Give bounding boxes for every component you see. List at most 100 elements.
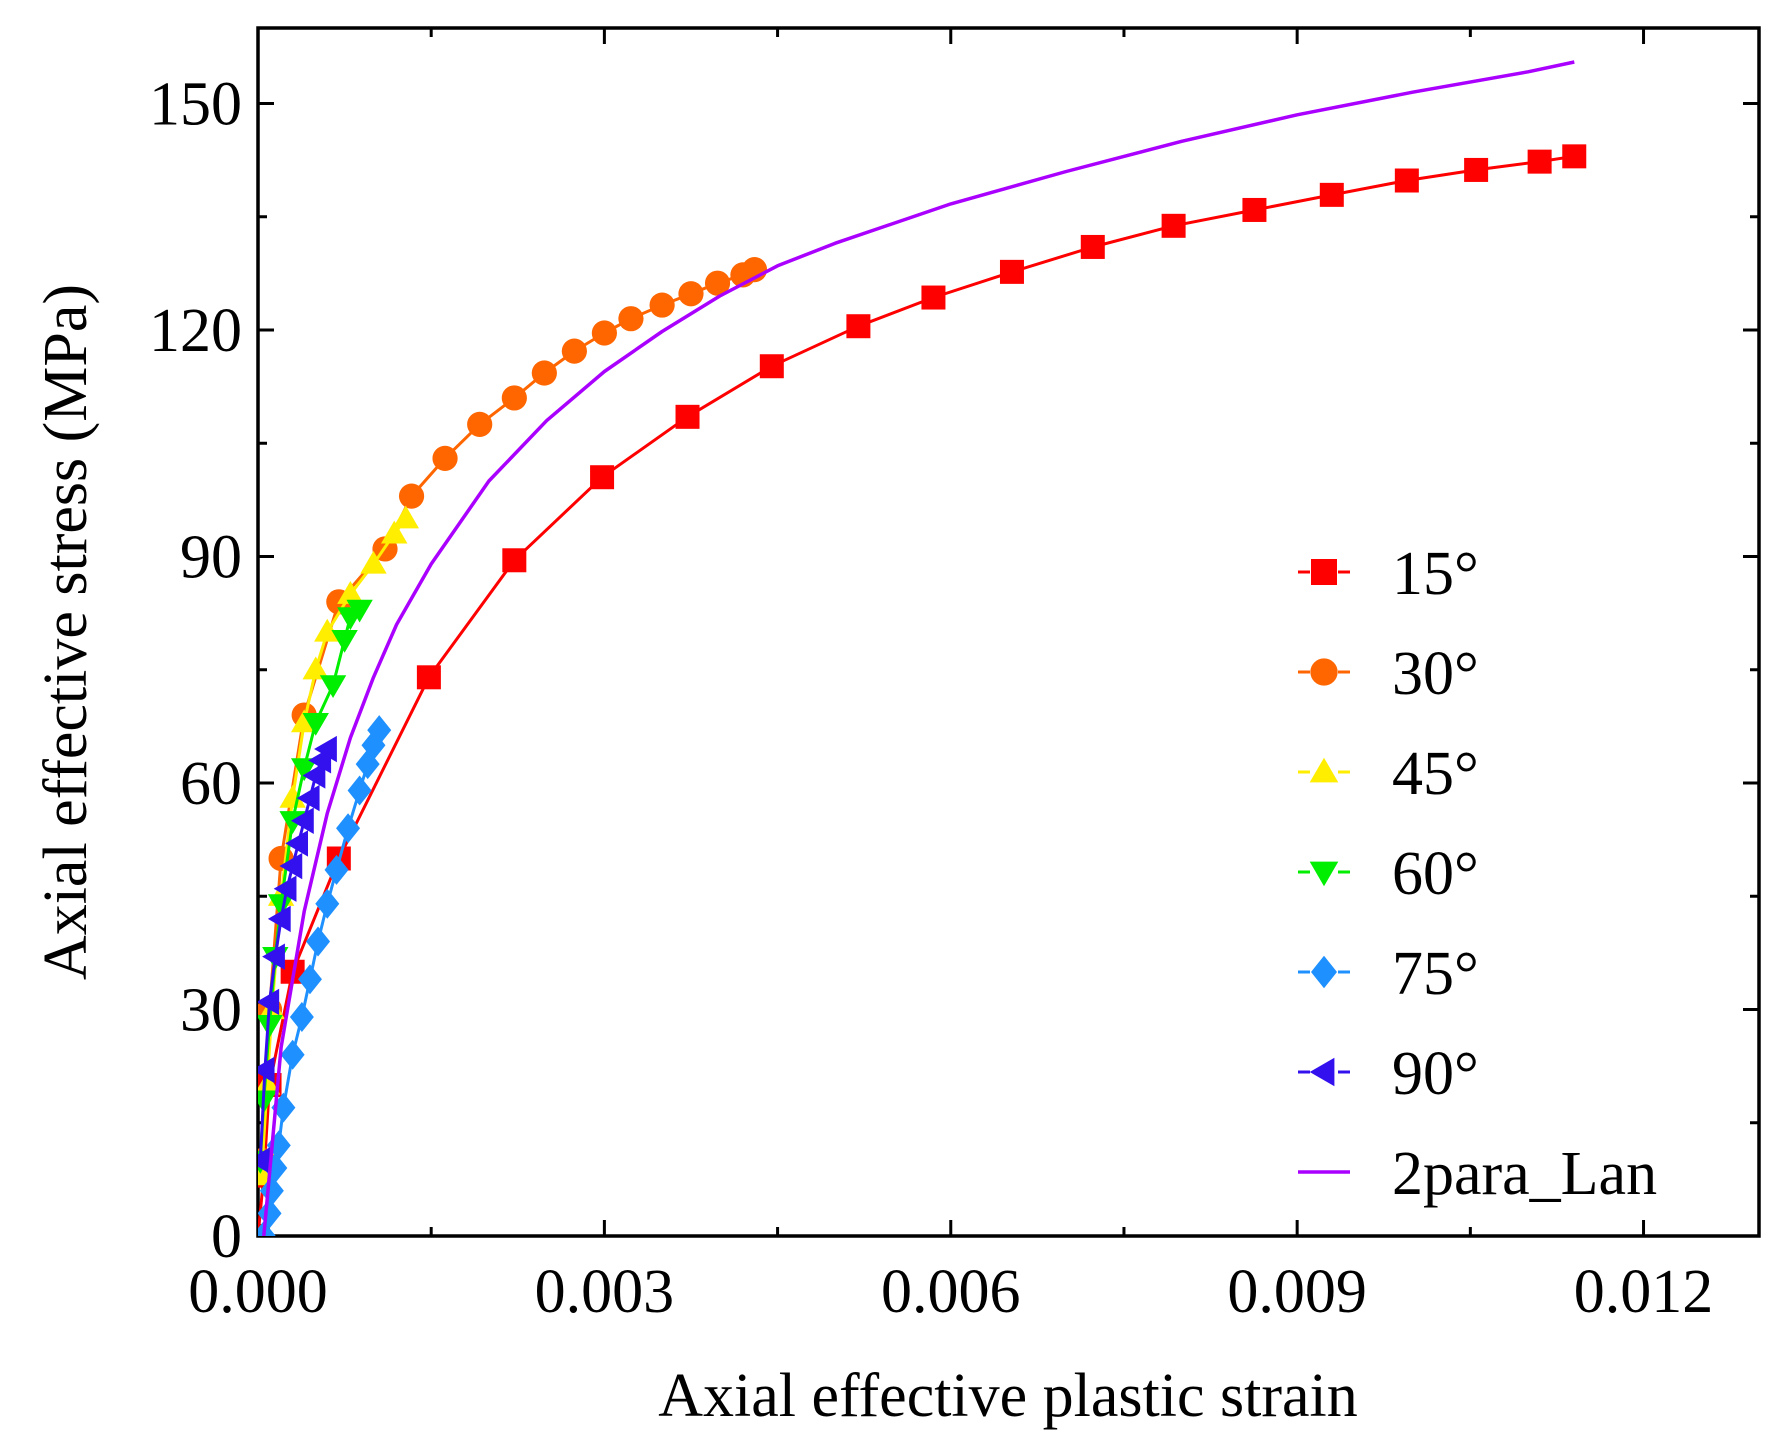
data-point	[258, 1056, 275, 1084]
data-point	[258, 1015, 283, 1038]
data-point	[289, 1002, 314, 1033]
series-90	[258, 735, 337, 1174]
data-point	[262, 943, 285, 970]
y-axis-ticks: 0 30 60 90 120 150	[149, 71, 1759, 1271]
data-point	[258, 1147, 270, 1174]
data-point	[290, 807, 314, 834]
data-point	[392, 505, 419, 529]
data-point	[1161, 213, 1186, 238]
data-point	[590, 465, 615, 490]
data-point	[367, 715, 392, 746]
legend-label: 2para_Lan	[1392, 1140, 1657, 1208]
data-point	[1319, 182, 1344, 207]
legend-item: 75°	[1298, 940, 1479, 1008]
legend-marker	[1311, 559, 1337, 585]
x-tick-label: 0.000	[188, 1258, 328, 1326]
series-line	[262, 60, 1575, 1236]
data-point	[314, 735, 337, 763]
data-point	[360, 550, 387, 574]
legend-marker	[1309, 861, 1339, 887]
data-point	[649, 292, 675, 318]
y-tick-label: 120	[149, 297, 242, 365]
data-point	[398, 483, 425, 509]
x-tick-label: 0.012	[1574, 1258, 1714, 1326]
legend-item: 15°	[1298, 540, 1479, 608]
y-tick-label: 90	[180, 524, 242, 592]
data-point	[347, 775, 372, 806]
data-point	[704, 270, 731, 296]
data-point	[273, 875, 297, 902]
data-point	[381, 520, 408, 544]
y-tick-label: 150	[149, 71, 242, 139]
data-point	[319, 675, 347, 699]
legend-marker	[1311, 955, 1337, 989]
legend-marker	[1310, 658, 1338, 686]
series-layer	[258, 60, 1587, 1236]
legend-item: 60°	[1298, 840, 1479, 908]
data-point	[675, 404, 700, 429]
data-point	[1464, 157, 1489, 182]
series-75	[258, 715, 392, 1236]
data-point	[279, 852, 303, 880]
legend-label: 90°	[1392, 1040, 1479, 1108]
legend: 15° 30° 45° 60° 75° 90° 2para_Lan	[1298, 540, 1657, 1208]
data-point	[759, 354, 784, 379]
legend-item: 2para_Lan	[1298, 1140, 1657, 1208]
x-axis-ticks: 0.000 0.003 0.006 0.009 0.012	[188, 28, 1713, 1326]
legend-marker	[1309, 757, 1339, 783]
data-point	[296, 784, 320, 812]
legend-label: 60°	[1392, 840, 1479, 908]
x-tick-label: 0.006	[881, 1258, 1021, 1326]
x-tick-label: 0.009	[1227, 1258, 1367, 1326]
data-point	[531, 360, 557, 386]
legend-item: 90°	[1298, 1040, 1479, 1108]
data-point	[285, 830, 309, 857]
legend-item: 45°	[1298, 740, 1479, 808]
legend-label: 30°	[1392, 640, 1479, 708]
data-point	[302, 762, 326, 789]
legend-label: 75°	[1392, 940, 1479, 1008]
data-point	[1562, 144, 1587, 169]
series-15	[258, 144, 1587, 1236]
y-tick-label: 60	[180, 750, 242, 818]
data-point	[618, 306, 644, 332]
data-point	[336, 813, 361, 844]
data-point	[999, 259, 1024, 284]
data-point	[501, 385, 527, 411]
data-point	[267, 905, 291, 933]
series-line	[258, 154, 1575, 1236]
data-point	[290, 758, 318, 782]
data-point	[337, 581, 364, 604]
data-point	[258, 988, 280, 1016]
legend-label: 45°	[1392, 740, 1479, 808]
data-point	[314, 618, 341, 642]
legend-marker	[1309, 1057, 1335, 1087]
data-point	[324, 854, 349, 885]
series-2para-Lan	[262, 60, 1575, 1236]
data-point	[678, 281, 704, 307]
data-point	[331, 629, 358, 653]
data-point	[502, 548, 527, 573]
data-point	[561, 338, 587, 364]
data-point	[921, 285, 946, 310]
data-point	[315, 888, 340, 919]
y-tick-label: 30	[180, 977, 242, 1045]
data-point	[306, 926, 331, 957]
data-point	[280, 1039, 305, 1070]
data-point	[1394, 168, 1419, 193]
data-point	[1080, 234, 1105, 259]
data-point	[846, 314, 871, 339]
data-point	[591, 320, 617, 346]
data-point	[1242, 197, 1267, 222]
data-point	[1527, 149, 1552, 174]
x-tick-label: 0.003	[535, 1258, 675, 1326]
data-point	[302, 713, 329, 736]
data-point	[467, 411, 493, 437]
data-point	[297, 964, 322, 995]
legend-item: 30°	[1298, 640, 1479, 708]
data-point	[267, 894, 295, 917]
legend-label: 15°	[1392, 540, 1479, 608]
x-axis-title: Axial effective plastic strain	[658, 1362, 1358, 1430]
data-point	[432, 445, 458, 471]
